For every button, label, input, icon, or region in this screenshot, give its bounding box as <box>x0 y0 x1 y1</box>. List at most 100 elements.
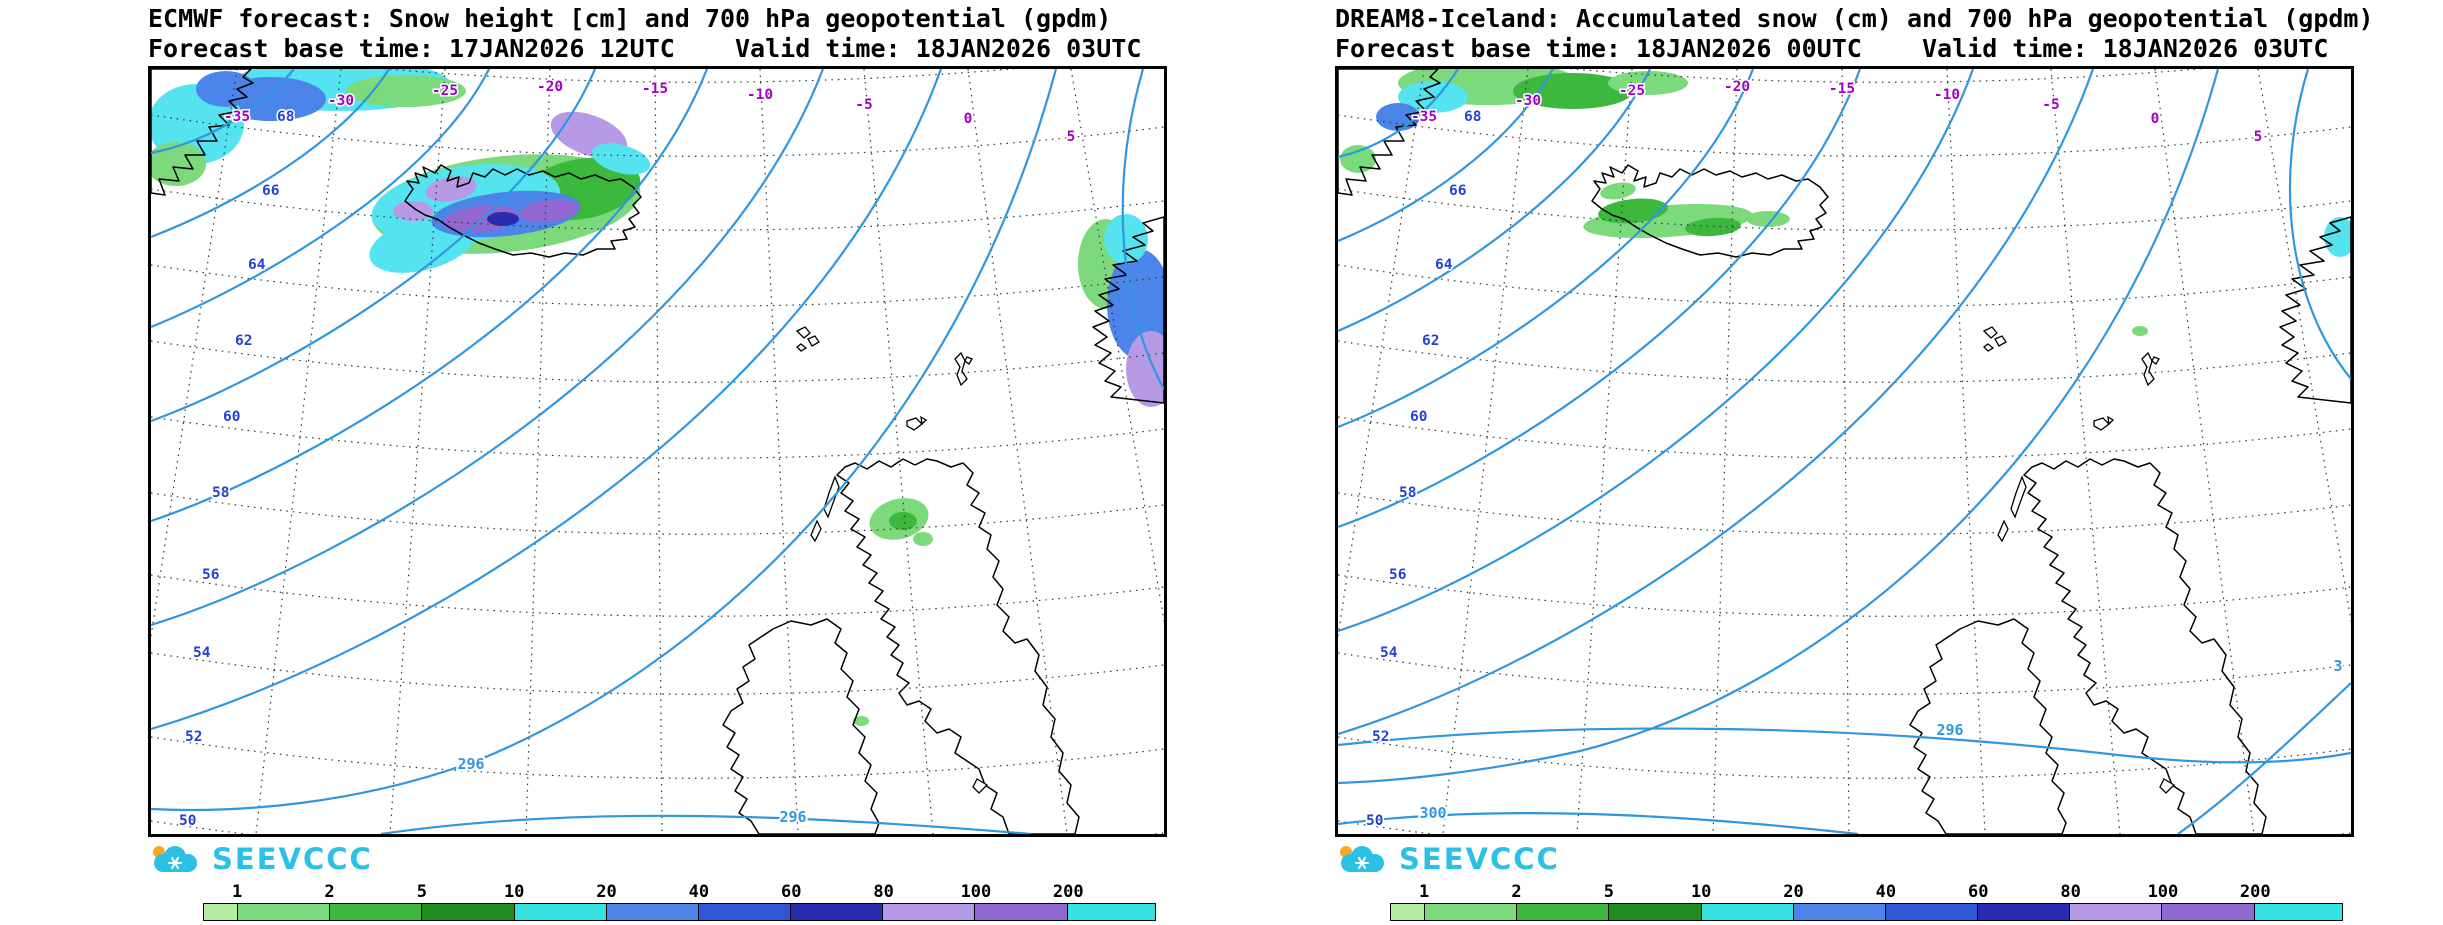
seevccc-logo: SEEVCCC <box>146 842 373 876</box>
longitude-label: -25 <box>1619 83 1645 99</box>
snow-shading-patch <box>913 532 933 546</box>
meridian-line <box>654 69 663 834</box>
longitude-label: -5 <box>2042 97 2059 113</box>
geopotential-contour <box>1338 69 1651 333</box>
snow-shading-patch <box>346 75 466 107</box>
latitude-label: 52 <box>185 729 202 745</box>
colorbar-label: 40 <box>1875 882 1897 902</box>
snow-shading-patch <box>853 716 869 726</box>
landmass <box>2024 459 2266 834</box>
seevccc-logo: SEEVCCC <box>1333 842 1560 876</box>
snow-shading-patch <box>151 142 206 186</box>
colorbar-label: 100 <box>960 882 992 902</box>
snow-colorbar: 1 2 5 10 20 40 60 80 100 200 <box>203 882 1156 921</box>
coastline <box>2279 216 2351 404</box>
meridian-line <box>1946 69 1986 834</box>
colorbar-label: 60 <box>1967 882 1989 902</box>
latitude-label: 64 <box>248 257 266 273</box>
snow-shading-patch <box>591 143 651 175</box>
geopotential-contour <box>1338 812 1859 834</box>
colorbar-segment <box>204 904 239 920</box>
latitude-label: 66 <box>262 183 279 199</box>
geopotential-contour <box>151 69 1058 812</box>
geopotential-contour <box>380 814 1032 834</box>
geopotential-contour <box>1338 727 2351 764</box>
island-coastline <box>2159 778 2176 794</box>
island-coastline <box>954 351 973 387</box>
latitude-label: 54 <box>1380 645 1398 661</box>
landmass <box>2280 217 2351 403</box>
longitude-label: -30 <box>1515 93 1541 109</box>
snow-shading-patch <box>1513 73 1633 109</box>
colorbar-segment <box>883 904 976 920</box>
latitude-label: 68 <box>277 109 294 125</box>
colorbar-bar <box>203 903 1156 921</box>
colorbar-segment <box>1609 904 1702 920</box>
snowflake-icon <box>1355 857 1369 869</box>
latitude-label: 56 <box>202 567 219 583</box>
meridian-line <box>863 69 934 834</box>
geopotential-contour <box>151 69 597 423</box>
map-frame: 50 52 54 56 58 60 62 64 66 68 -35 -30 -25 -20 -15 -10 -5… <box>148 66 1167 837</box>
longitude-label: 0 <box>2151 111 2160 127</box>
geopotential-contour <box>151 69 295 155</box>
seevccc-logo-text: SEEVCCC <box>1399 842 1560 876</box>
geopotential-contour <box>151 69 390 239</box>
island-coastline <box>810 475 840 543</box>
colorbar-segment <box>2254 904 2343 920</box>
geopotential-contour <box>1338 69 1862 529</box>
longitude-label: -20 <box>1724 79 1750 95</box>
geopotential-contour-label: 296 <box>779 808 806 826</box>
longitude-label: 0 <box>964 111 973 127</box>
panel-dream8: DREAM8-Iceland: Accumulated snow (cm) an… <box>1187 0 2443 925</box>
island-coastline <box>1982 326 2007 352</box>
geopotential-contour <box>151 69 490 329</box>
panel-ecmwf: ECMWF forecast: Snow height [cm] and 700… <box>146 4 1167 921</box>
map-frame: 50 52 54 56 58 60 62 64 66 68 -35 -30 -25 -20 -15 -10 -5… <box>1335 66 2354 837</box>
panel-title: DREAM8-Iceland: Accumulated snow (cm) an… <box>1335 4 2374 33</box>
longitude-label: -10 <box>747 87 773 103</box>
colorbar-segment <box>1701 904 1794 920</box>
snow-shading-patch <box>889 512 917 530</box>
coastline <box>1338 69 1441 196</box>
longitude-label: -5 <box>855 97 872 113</box>
colorbar-segment <box>791 904 884 920</box>
coastline <box>1092 216 1164 404</box>
panel-subtitle: Forecast base time: 17JAN2026 12UTC Vali… <box>148 34 1142 63</box>
coastline <box>1909 618 2067 834</box>
latitude-label: 66 <box>1449 183 1466 199</box>
colorbar-label: 1 <box>1419 882 1430 902</box>
snow-shading-patch <box>2132 326 2148 336</box>
coastline <box>404 164 642 258</box>
coastline <box>1591 164 1829 258</box>
latitude-label: 60 <box>223 409 240 425</box>
longitude-label: -10 <box>1934 87 1960 103</box>
snow-shading-patch <box>1685 217 1741 237</box>
geopotential-contour-label: 300 <box>1419 804 1446 822</box>
colorbar-segment <box>606 904 699 920</box>
colorbar-segment <box>1067 904 1156 920</box>
landmass <box>723 619 879 834</box>
island-coastline <box>972 778 989 794</box>
longitude-label: -35 <box>1411 109 1437 125</box>
latitude-label: 68 <box>1464 109 1481 125</box>
meridian-line <box>525 69 551 834</box>
geopotential-contour <box>151 69 943 731</box>
geopotential-contour <box>1338 69 2220 785</box>
colorbar-segment <box>975 904 1068 920</box>
geopotential-contour <box>1338 69 1459 159</box>
geopotential-contour-label: 3 <box>2333 657 2342 675</box>
colorbar-segment <box>330 904 423 920</box>
geopotential-contour <box>1121 69 1164 390</box>
longitude-label: -30 <box>328 93 354 109</box>
seevccc-cloud-icon <box>153 846 197 872</box>
colorbar-segment <box>1978 904 2071 920</box>
geopotential-contour-label: 296 <box>1936 721 1963 739</box>
longitude-label: 5 <box>2254 129 2263 145</box>
colorbar-label: 20 <box>1783 882 1804 902</box>
colorbar-labels: 1 2 5 10 20 40 60 80 100 200 <box>1390 882 2343 902</box>
geopotential-contour <box>151 69 709 523</box>
meridian-line <box>2050 69 2121 834</box>
